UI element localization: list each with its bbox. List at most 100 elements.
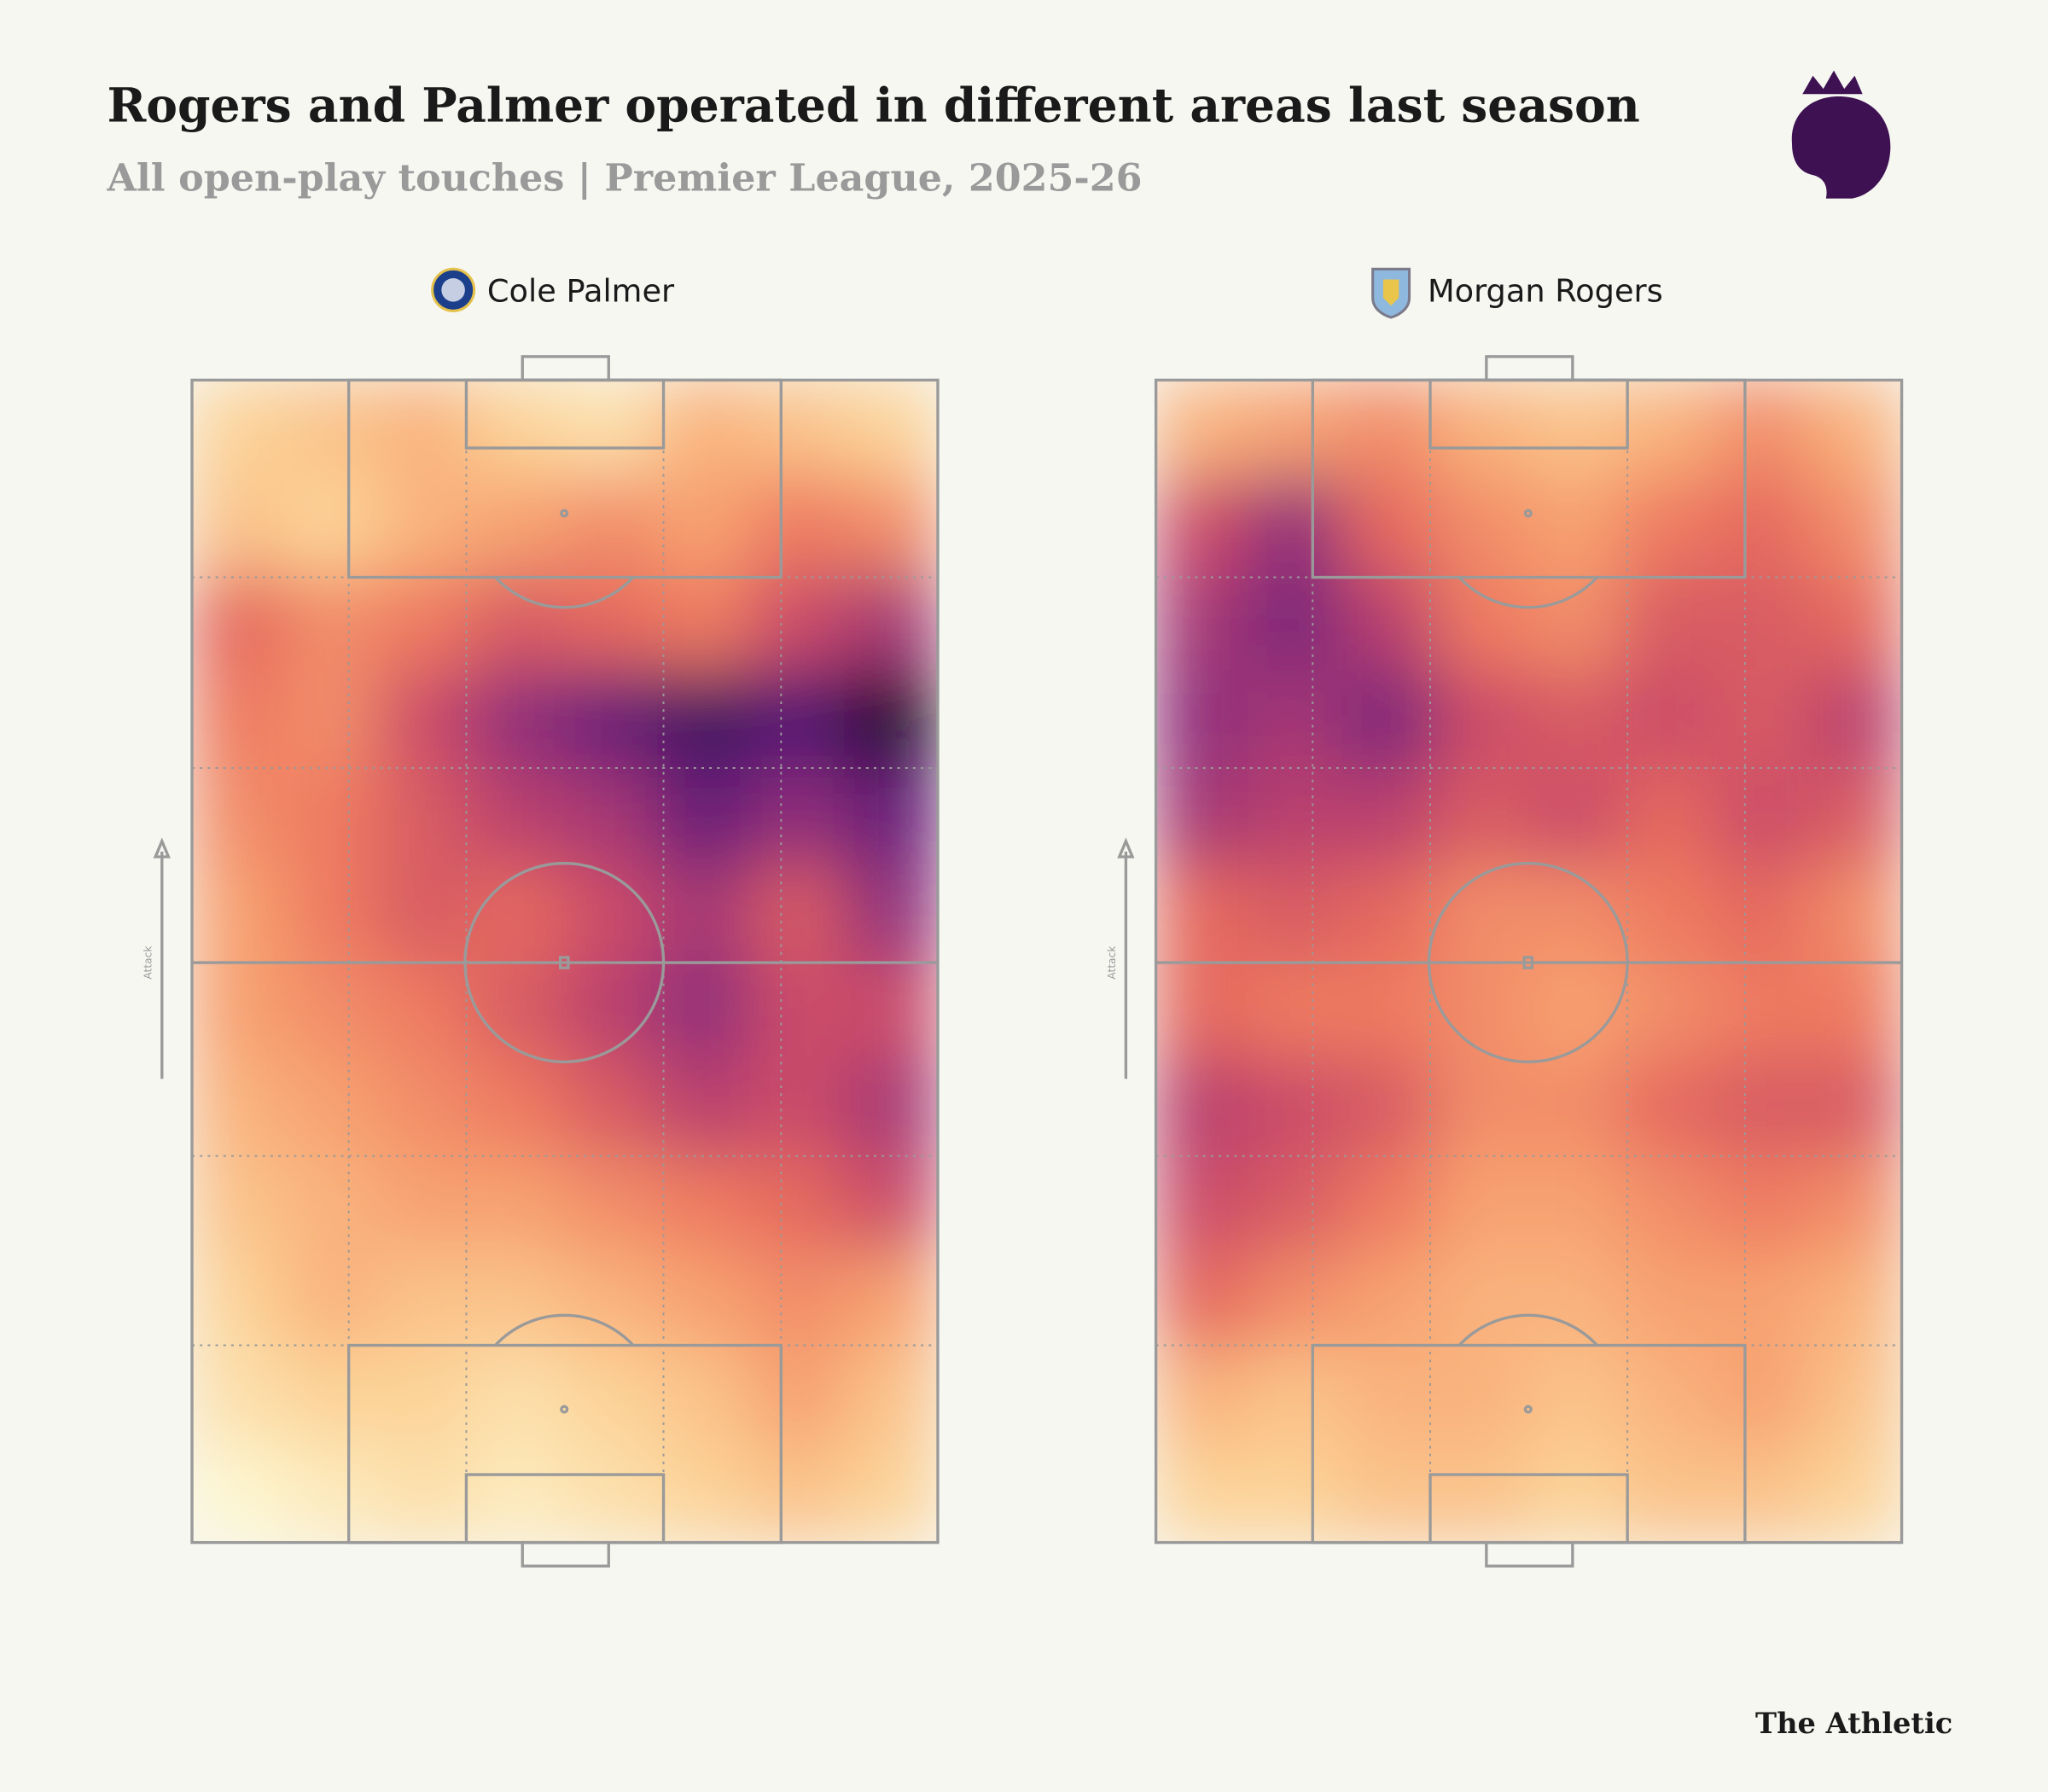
heat-cell: [1621, 380, 1716, 478]
heat-cell: [1714, 864, 1810, 963]
heat-cell: [1621, 864, 1716, 963]
heat-cell: [192, 1251, 287, 1350]
penalty-arc: [494, 1313, 635, 1347]
heat-cell: [1248, 476, 1343, 575]
heat-cell: [657, 1251, 753, 1350]
heat-cell: [1807, 476, 1902, 575]
heat-cell: [1807, 1057, 1902, 1156]
heat-cell: [1621, 1445, 1716, 1543]
heat-cell: [284, 573, 380, 672]
heat-cell: [1341, 573, 1437, 672]
heat-cell: [192, 380, 287, 478]
heat-cell: [1714, 380, 1810, 478]
penalty-spot: [560, 509, 569, 518]
heat-cell: [1248, 1445, 1343, 1543]
heat-cell: [284, 1445, 380, 1543]
heat-cell: [1155, 1445, 1250, 1543]
heat-cell: [377, 1154, 473, 1253]
penalty-arc: [1457, 576, 1598, 609]
heat-cell: [843, 476, 938, 575]
heat-cell: [1527, 864, 1623, 963]
heat-cell: [1434, 766, 1530, 865]
heat-cells: [1155, 380, 1902, 1543]
penalty-arc: [494, 576, 635, 609]
heat-cell: [192, 766, 287, 865]
heat-cell: [750, 380, 846, 478]
heat-cell: [470, 380, 566, 478]
heat-cell: [1248, 1154, 1343, 1253]
heat-cell: [1714, 1251, 1810, 1350]
heat-cell: [1714, 766, 1810, 865]
heat-cell: [1527, 1251, 1623, 1350]
heat-cell: [564, 766, 660, 865]
heat-cell: [750, 864, 846, 963]
heat-cell: [1807, 1154, 1902, 1253]
heat-cell: [1434, 476, 1530, 575]
heat-cell: [1341, 1154, 1437, 1253]
heat-cell: [192, 960, 287, 1059]
heat-cell: [1341, 380, 1437, 478]
heat-cell: [750, 1347, 846, 1446]
heat-cell: [192, 864, 287, 963]
heat-cell: [1341, 960, 1437, 1059]
heat-cell: [1434, 960, 1530, 1059]
heat-cell: [1527, 573, 1623, 672]
heat-cell: [1807, 960, 1902, 1059]
heatmap: [192, 380, 938, 1543]
heat-cell: [470, 864, 566, 963]
heat-cell: [1714, 1347, 1810, 1446]
heat-cell: [1248, 573, 1343, 672]
heat-cell: [1248, 380, 1343, 478]
heat-cell: [657, 766, 753, 865]
heat-cell: [192, 1445, 287, 1543]
heat-cell: [657, 573, 753, 672]
heat-cell: [564, 1251, 660, 1350]
heat-cell: [1527, 380, 1623, 478]
heat-cell: [564, 864, 660, 963]
heat-cell: [843, 766, 938, 865]
heat-cell: [843, 1251, 938, 1350]
heat-cell: [1434, 864, 1530, 963]
heat-cell: [1248, 960, 1343, 1059]
heat-cell: [1155, 960, 1250, 1059]
heat-cell: [1434, 1154, 1530, 1253]
subtitle: All open-play touches | Premier League, …: [107, 155, 1143, 200]
heat-cell: [843, 380, 938, 478]
heat-cell: [470, 960, 566, 1059]
heat-cell: [657, 1347, 753, 1446]
heat-cell: [1248, 670, 1343, 769]
heat-cell: [377, 573, 473, 672]
panel-title: Cole Palmer: [487, 273, 675, 310]
direction-label: Attack: [1106, 945, 1118, 980]
heat-cell: [377, 1057, 473, 1156]
heat-cell: [1155, 1347, 1250, 1446]
heat-cell: [564, 1347, 660, 1446]
heat-cell: [1155, 1154, 1250, 1253]
heat-cell: [750, 1251, 846, 1350]
heat-cell: [750, 1154, 846, 1253]
heat-cell: [1434, 1057, 1530, 1156]
heat-cell: [843, 670, 938, 769]
chelsea-badge: [431, 267, 476, 312]
heat-cell: [1621, 1251, 1716, 1350]
heat-cell: [1621, 1057, 1716, 1156]
heat-cell: [750, 1057, 846, 1156]
heat-cell: [1155, 670, 1250, 769]
heat-cell: [284, 766, 380, 865]
heat-cell: [657, 960, 753, 1059]
heat-cell: [1341, 1347, 1437, 1446]
centre-circle: [1427, 862, 1629, 1064]
heat-cell: [750, 573, 846, 672]
heat-cell: [1341, 476, 1437, 575]
heat-cell: [1434, 573, 1530, 672]
goal: [521, 1540, 610, 1568]
heat-cell: [1434, 1347, 1530, 1446]
heat-cell: [470, 1445, 566, 1543]
heat-cell: [377, 670, 473, 769]
heat-cell: [1621, 1154, 1716, 1253]
heat-cell: [564, 573, 660, 672]
heat-cell: [750, 960, 846, 1059]
heat-cell: [284, 380, 380, 478]
source: The Athletic: [1755, 1706, 1952, 1740]
heat-cell: [1155, 1057, 1250, 1156]
